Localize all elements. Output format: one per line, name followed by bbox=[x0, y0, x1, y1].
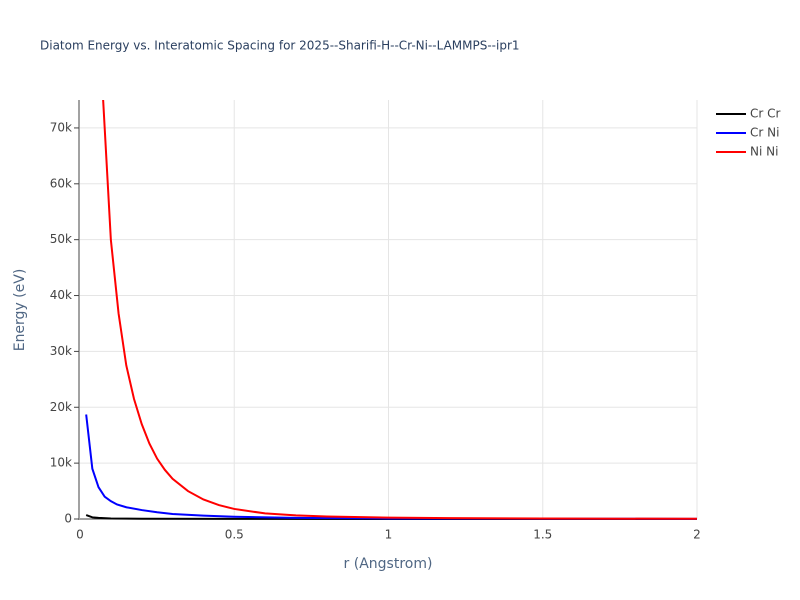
x-tick-label: 0.5 bbox=[225, 528, 244, 542]
y-tick-label: 70k bbox=[50, 120, 72, 134]
chart-title: Diatom Energy vs. Interatomic Spacing fo… bbox=[40, 39, 520, 53]
legend-label: Cr Ni bbox=[750, 126, 779, 140]
series-line bbox=[85, 414, 697, 520]
y-tick-label: 40k bbox=[50, 288, 72, 302]
y-tick-label: 50k bbox=[50, 232, 72, 246]
y-tick-label: 30k bbox=[50, 344, 72, 358]
plot-area bbox=[85, 100, 697, 520]
legend-label: Cr Cr bbox=[750, 107, 781, 121]
y-axis-title: Energy (eV) bbox=[12, 269, 28, 352]
x-tick-label: 1 bbox=[385, 528, 393, 542]
x-tick-label: 2 bbox=[693, 528, 701, 542]
y-tick-label: 0 bbox=[64, 512, 72, 526]
x-tick-label: 1.5 bbox=[533, 528, 552, 542]
y-tick-label: 60k bbox=[50, 176, 72, 190]
y-tick-label: 10k bbox=[50, 456, 72, 470]
y-tick-label: 20k bbox=[50, 400, 72, 414]
legend: Cr Cr Cr Ni Ni Ni bbox=[716, 107, 781, 159]
grid bbox=[80, 100, 698, 520]
series-line bbox=[102, 100, 697, 520]
x-tick-label: 0 bbox=[76, 528, 84, 542]
legend-label: Ni Ni bbox=[750, 145, 778, 159]
x-axis-title: r (Angstrom) bbox=[344, 556, 433, 572]
